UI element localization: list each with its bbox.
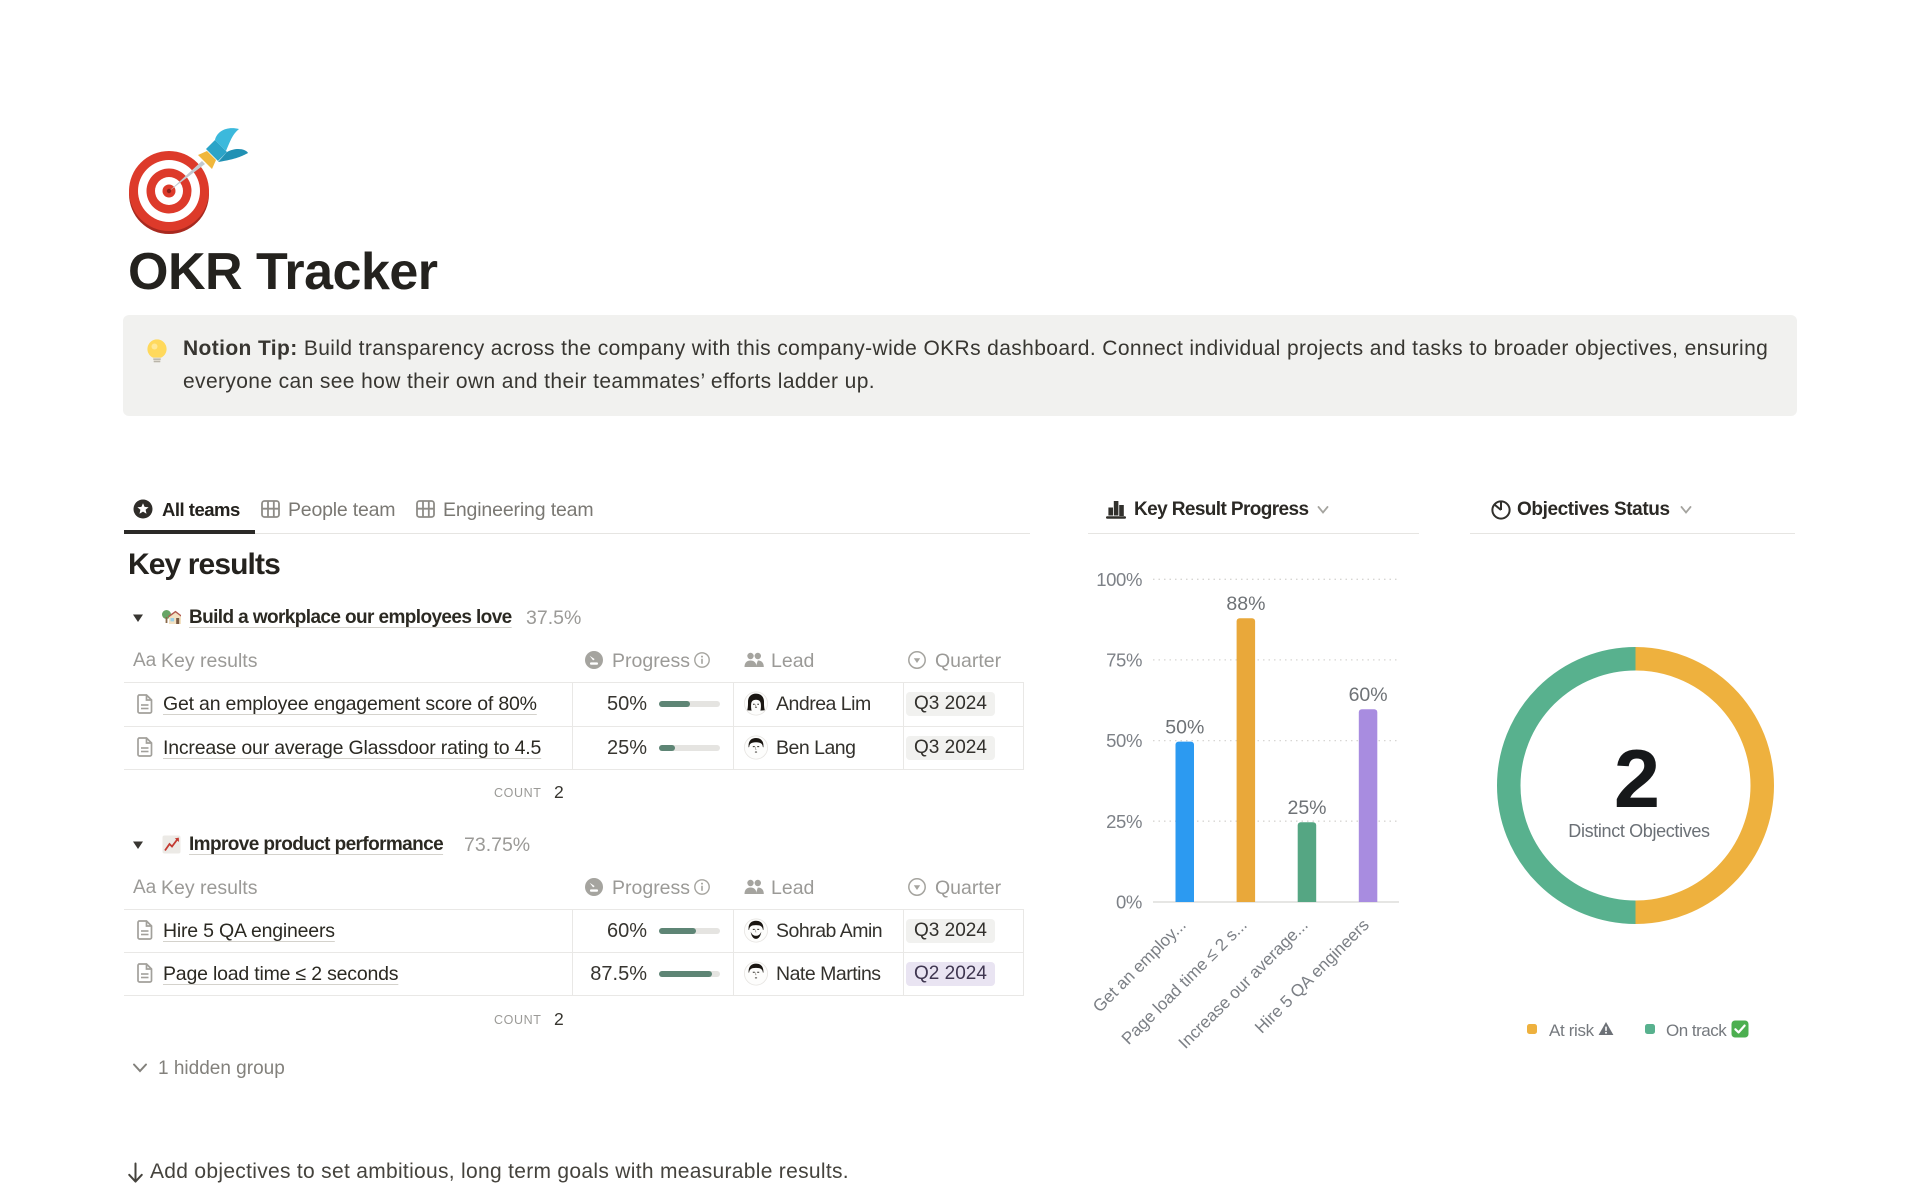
svg-text:75%: 75% xyxy=(1106,650,1142,671)
svg-text:0%: 0% xyxy=(1116,892,1142,913)
svg-text:50%: 50% xyxy=(1165,717,1204,739)
svg-text:2: 2 xyxy=(1614,732,1660,825)
svg-text:25%: 25% xyxy=(1106,811,1142,832)
svg-text:60%: 60% xyxy=(1349,684,1388,706)
svg-text:100%: 100% xyxy=(1096,569,1142,590)
svg-text:50%: 50% xyxy=(1106,730,1142,751)
svg-text:25%: 25% xyxy=(1287,797,1326,819)
svg-text:Hire 5 QA engineers: Hire 5 QA engineers xyxy=(1251,915,1373,1037)
svg-text:88%: 88% xyxy=(1226,593,1265,615)
svg-text:Distinct Objectives: Distinct Objectives xyxy=(1568,821,1710,841)
